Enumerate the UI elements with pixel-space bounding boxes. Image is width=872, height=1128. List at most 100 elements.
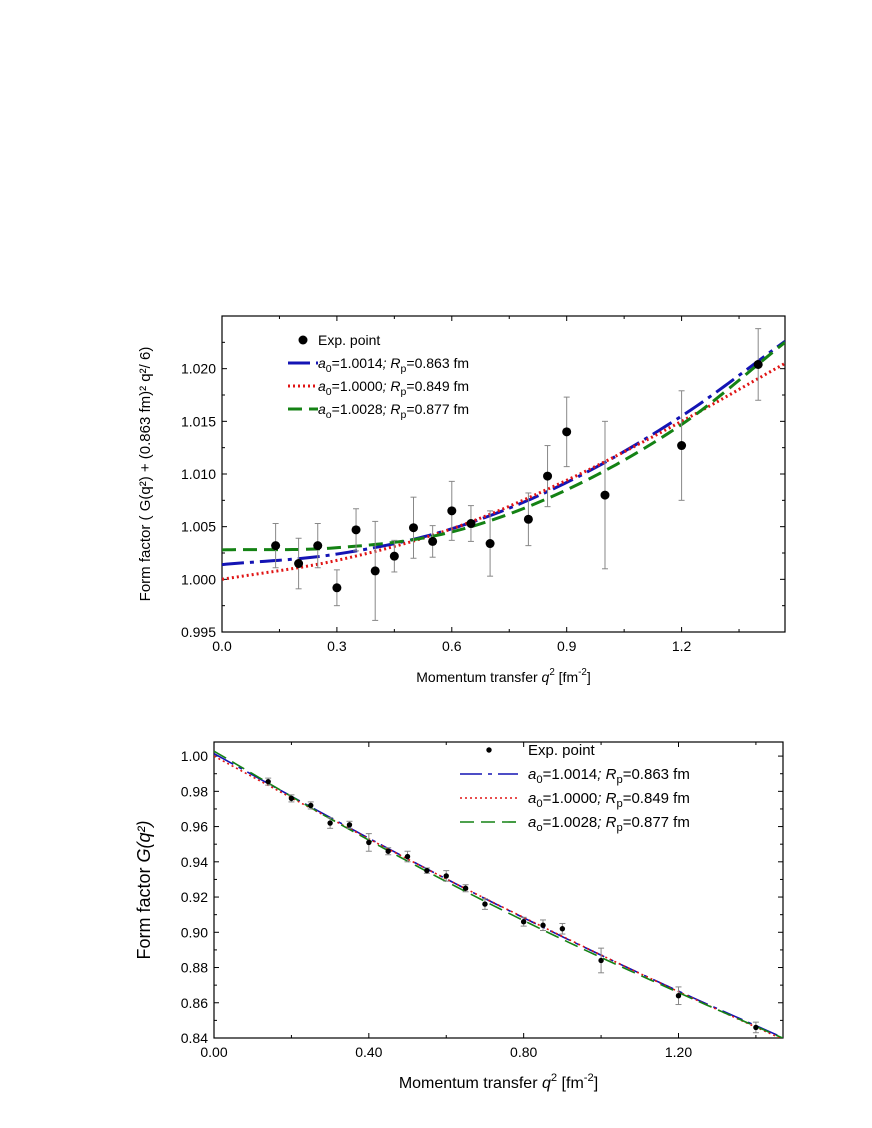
y-tick-label: 0.92	[181, 889, 208, 905]
data-point	[540, 922, 546, 928]
data-point	[294, 559, 304, 569]
model-b-legend-label: a0=1.0000; Rp=0.849 fm	[528, 790, 690, 810]
data-point	[677, 441, 687, 451]
legend-a-val: =1.0028	[332, 401, 383, 417]
legend-r: R	[606, 790, 617, 807]
data-point	[313, 541, 323, 551]
legend-a-sub: o	[536, 822, 542, 834]
x-tick-label: 0.9	[557, 638, 577, 654]
x-tick-label: 0.3	[327, 638, 347, 654]
legend-r-sub: p	[401, 386, 407, 398]
x-axis-label-sup: 2	[549, 667, 554, 678]
x-tick-label: 1.20	[665, 1044, 692, 1060]
legend-sep: ;	[597, 790, 605, 807]
data-point	[543, 471, 553, 481]
legend-a: a	[528, 790, 536, 807]
y-tick-label: 1.020	[181, 361, 216, 377]
legend-r: R	[606, 814, 617, 831]
data-point	[562, 427, 572, 437]
data-point	[447, 506, 457, 516]
x-tick-label: 1.2	[672, 638, 692, 654]
model-a-curve	[214, 752, 783, 1038]
legend-a-sub: 0	[536, 798, 542, 810]
y-axis-label-text: Form factor	[137, 520, 154, 601]
x-axis-label-text: Momentum transfer	[399, 1075, 542, 1092]
data-point	[389, 551, 399, 561]
legend-a-val: =1.0014	[543, 766, 598, 783]
form-factor-chart: 0.00 0.40 0.80 1.20 0.84 0.86 0.88 0.90 0.92 0.94…	[134, 741, 784, 1092]
x-tick-label: 0.0	[212, 638, 232, 654]
x-axis-label-unit-close: ]	[587, 669, 591, 685]
legend-r-sub: p	[401, 363, 407, 375]
data-point	[482, 901, 488, 907]
data-point	[559, 926, 566, 932]
data-point	[598, 957, 604, 964]
x-axis-label-unit-exp: -2	[584, 1072, 594, 1084]
legend-r: R	[606, 766, 617, 783]
model-c-curve	[222, 341, 785, 552]
x-axis-label-unit-exp: -2	[578, 667, 587, 678]
data-point	[265, 778, 271, 785]
x-axis-label-sup: 2	[551, 1072, 557, 1084]
model-a-legend-label: a0=1.0014; Rp=0.863 fm	[528, 766, 690, 786]
x-tick-label: 0.80	[510, 1044, 537, 1060]
model-c-curve	[214, 750, 783, 1038]
legend-a-sub: 0	[326, 363, 332, 375]
y-tick-label: 0.995	[181, 624, 216, 640]
y-tick-label: 1.000	[181, 571, 216, 587]
y-tick-label: 0.94	[181, 854, 208, 870]
x-axis-label: Momentum transfer q2 [fm-2]	[416, 667, 590, 685]
plot-area	[222, 328, 785, 621]
legend-a: a	[528, 814, 536, 831]
legend-sep: ;	[597, 814, 605, 831]
model-b-legend-label: a0=1.0000; Rp=0.849 fm	[318, 378, 469, 398]
legend-a-sub: 0	[536, 774, 542, 786]
model-c-legend-label: ao=1.0028; Rp=0.877 fm	[318, 401, 469, 421]
data-point	[288, 795, 295, 802]
legend-r-sub: p	[616, 798, 622, 810]
y-axis-label-text: Form factor	[134, 862, 154, 959]
legend-a-sub: 0	[326, 386, 332, 398]
legend-r-val: =0.863 fm	[623, 766, 690, 783]
data-point	[346, 822, 353, 828]
x-axis-label-text: Momentum transfer	[416, 669, 541, 685]
x-axis-label: Momentum transfer q2 [fm-2]	[399, 1072, 598, 1092]
x-tick-label: 0.6	[442, 638, 462, 654]
data-point	[332, 583, 342, 593]
data-point	[753, 1024, 759, 1031]
legend-a-val: =1.0000	[543, 790, 598, 807]
y-tick-label: 1.010	[181, 466, 216, 482]
legend-r-val: =0.877 fm	[623, 814, 690, 831]
y-tick-label: 0.90	[181, 924, 208, 940]
plot-area	[214, 750, 783, 1038]
y-axis-label: Form factor G(q²)	[134, 820, 154, 959]
legend-r: R	[390, 355, 400, 371]
model-b-curve	[222, 362, 785, 581]
legend-a-val: =1.0028	[543, 814, 598, 831]
legend-a: a	[318, 355, 326, 371]
form-factor-shifted-chart: 0.0 0.3 0.6 0.9 1.2 0.995 1.000 1.005 1.010 1.015…	[137, 315, 786, 685]
data-point	[308, 802, 314, 809]
legend-r-val: =0.877 fm	[406, 401, 469, 417]
plot-frame	[213, 741, 784, 1039]
legend-r-sub: p	[616, 774, 622, 786]
y-axis-label-formula: G(q²)	[134, 820, 154, 862]
model-a-legend-label: a0=1.0014; Rp=0.863 fm	[318, 355, 469, 375]
model-c-legend-label: ao=1.0028; Rp=0.877 fm	[528, 814, 690, 834]
data-point	[675, 993, 682, 999]
legend-r-sub: p	[616, 822, 622, 834]
y-tick-label: 0.96	[181, 819, 208, 835]
data-point	[408, 523, 418, 533]
legend-r-val: =0.849 fm	[406, 378, 469, 394]
data-point	[466, 519, 476, 529]
legend-sep: ;	[383, 355, 391, 371]
model-a-curve	[222, 340, 785, 567]
y-tick-label: 1.015	[181, 413, 216, 429]
data-point	[424, 867, 430, 874]
data-point	[271, 541, 281, 551]
y-axis-label-formula: ( G(q²) + (0.863 fm)² q²/ 6)	[137, 347, 154, 521]
legend-a: a	[318, 401, 326, 417]
legend-r-val: =0.863 fm	[406, 355, 469, 371]
data-point	[385, 848, 391, 854]
